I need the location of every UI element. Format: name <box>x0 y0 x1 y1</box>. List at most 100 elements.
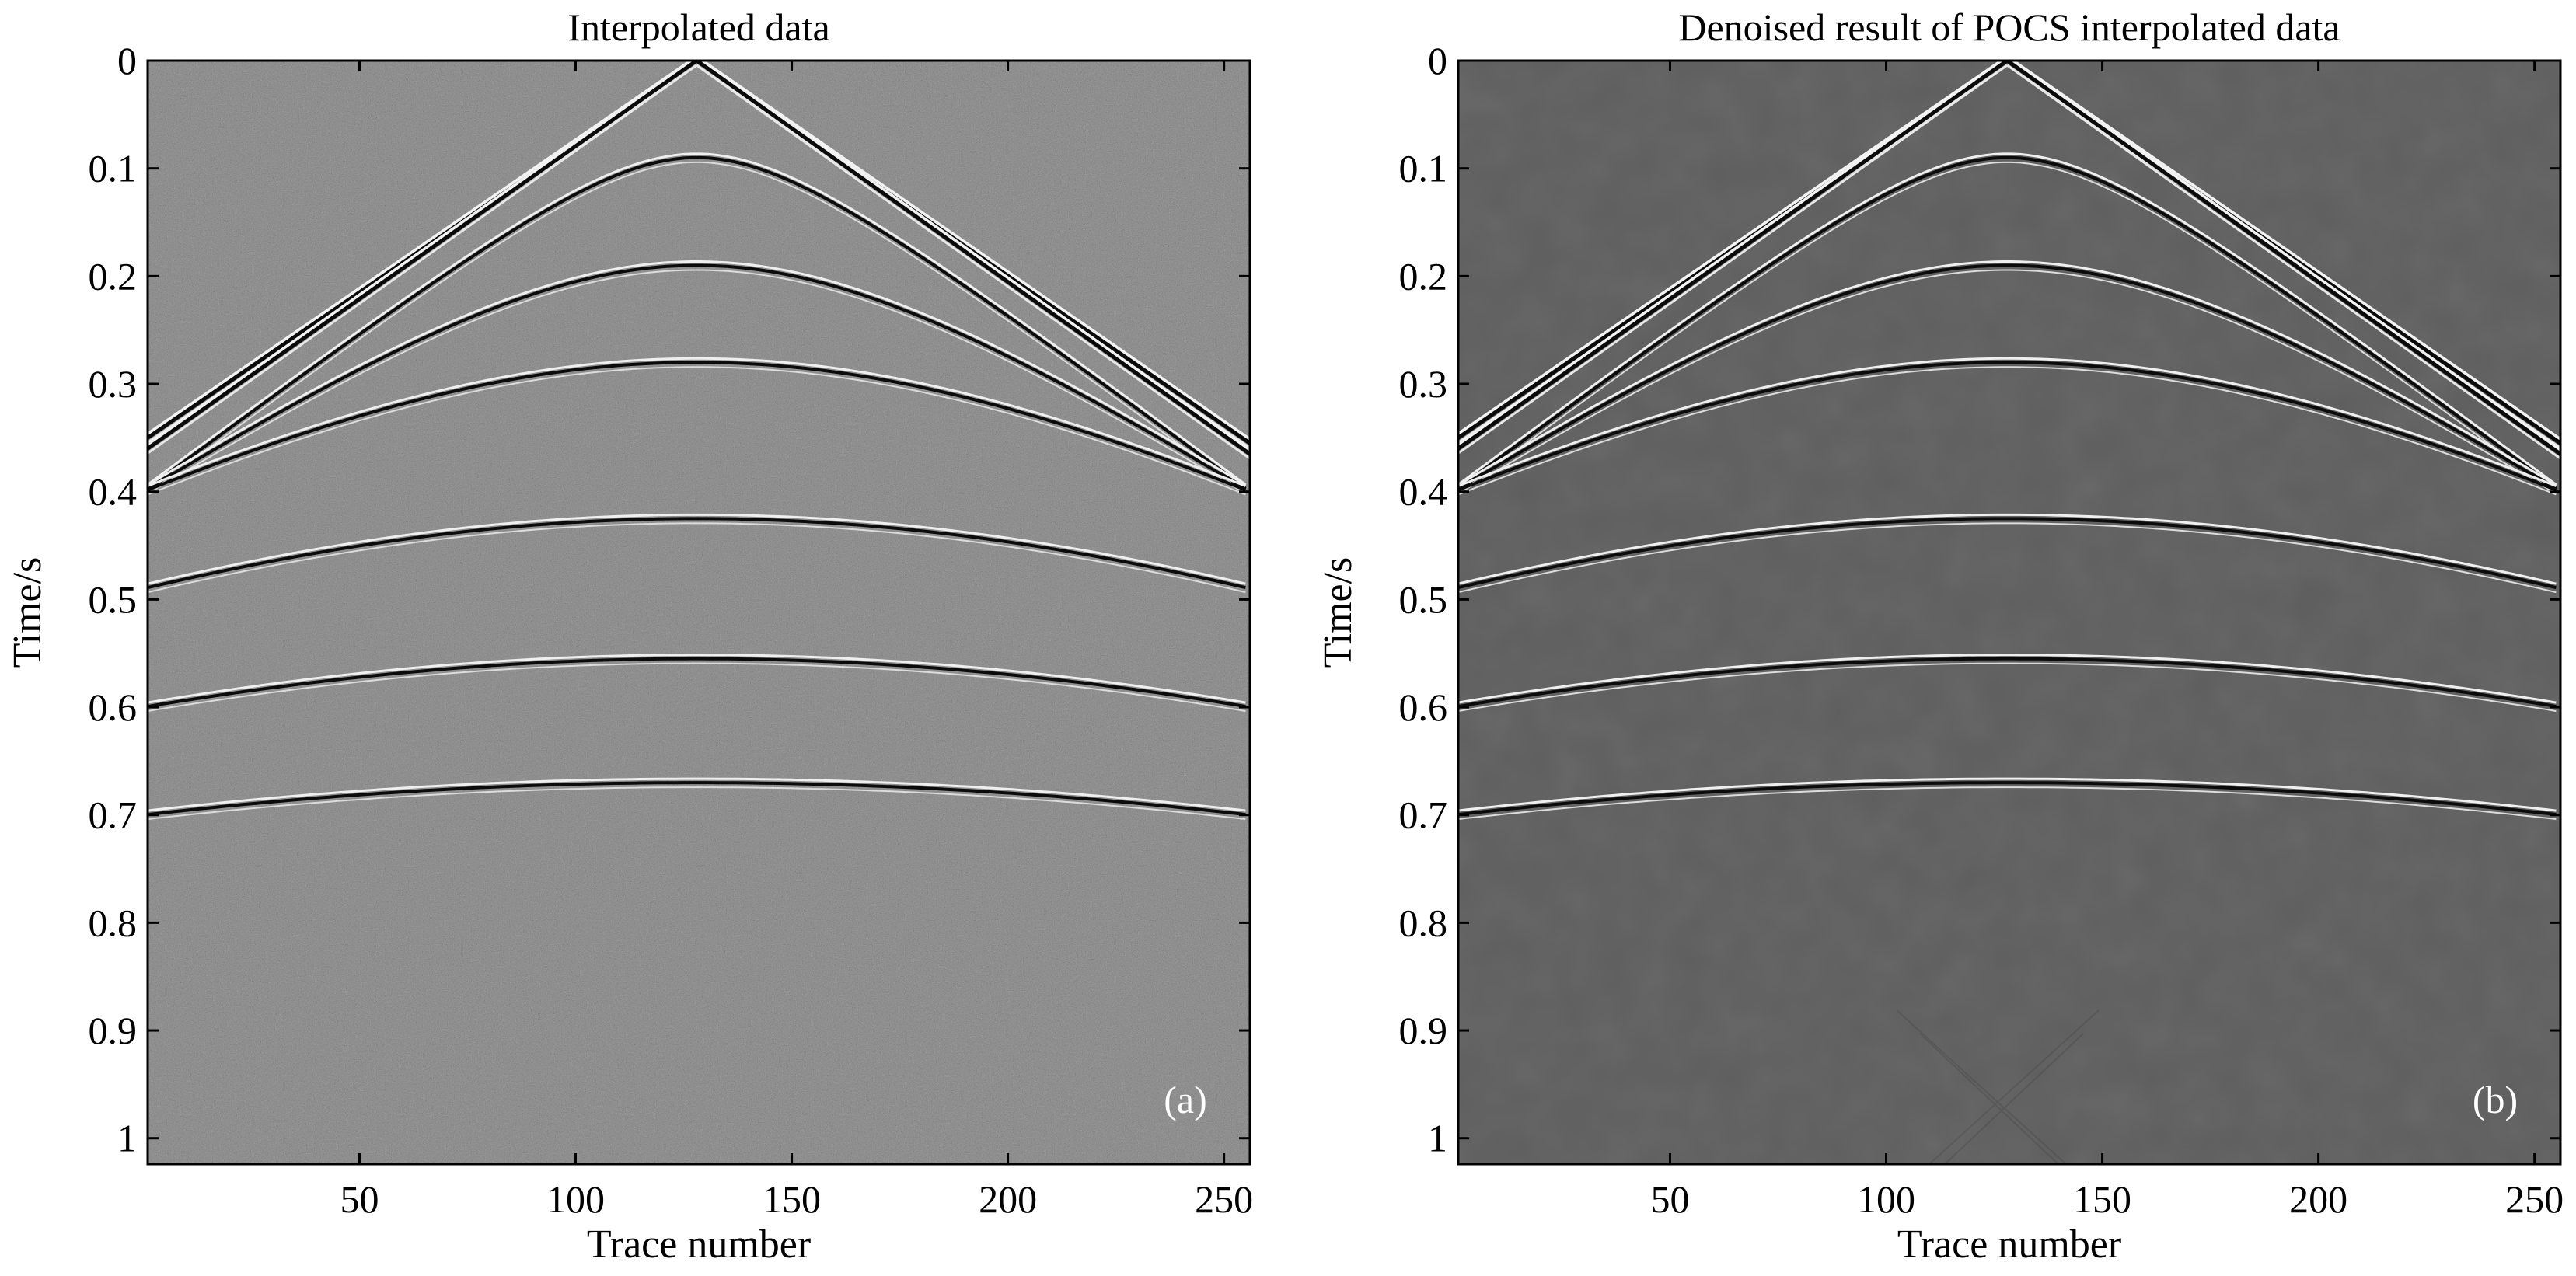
panel-a-xticks: 50 100 150 200 250 <box>340 61 1253 1221</box>
panel-a-event-reflection-light <box>148 654 1246 704</box>
panel-b-yticks: 0 0.1 0.2 0.3 0.4 0.5 0.6 0.7 0.8 0.9 1 <box>1399 39 2560 1160</box>
panel-a-event-reflection-light <box>148 269 1246 495</box>
panel-a-event-reflection-light <box>148 786 1246 821</box>
panel-b-event-reflection-light <box>1458 522 2557 594</box>
panel-a-noise <box>148 61 1250 1164</box>
panel-b-ytick-label: 0.3 <box>1399 362 1448 406</box>
panel-a-event-reflection-light <box>148 513 1246 585</box>
panel-a-ytick-label: 0.5 <box>89 577 138 621</box>
panel-a-ytick-label: 0.3 <box>89 362 138 406</box>
panel-a-xtick-label: 200 <box>979 1177 1037 1221</box>
panel-b-event-reflection-light <box>1458 269 2557 495</box>
panel-a-label: (a) <box>1164 1078 1207 1121</box>
panel-a-xtick-label: 150 <box>763 1177 821 1221</box>
panel-a-title: Interpolated data <box>567 5 829 49</box>
panel-a-event-direct-light <box>148 64 698 455</box>
panel-b-ytick-label: 0.2 <box>1399 254 1448 298</box>
panel-a-event-direct-light <box>148 61 694 446</box>
panel-b-label: (b) <box>2473 1078 2518 1121</box>
panel-b-event-direct-light <box>1458 61 2005 446</box>
panel-b-event-reflection <box>1458 263 2557 491</box>
panel-b-xtick-label: 50 <box>1650 1177 1689 1221</box>
panel-a-xtick-label: 100 <box>546 1177 605 1221</box>
panel-b-xtick-label: 250 <box>2505 1177 2564 1221</box>
panel-a-event-reflection-light <box>148 357 1246 487</box>
panel-b-event-reflection-light <box>1458 786 2557 821</box>
panel-a-event-reflection-light <box>148 152 1247 486</box>
panel-a-ytick-label: 0.9 <box>89 1009 138 1052</box>
panel-a-event-reflection-light <box>148 260 1247 486</box>
panel-b-ytick-label: 0.7 <box>1399 793 1448 837</box>
panel-a-events <box>148 61 1250 821</box>
panel-b-event-reflection <box>1458 517 2557 590</box>
panel-b-frame <box>1457 59 2562 1166</box>
panel-a-xlabel: Trace number <box>587 1222 811 1267</box>
panel-a-ytick-label: 1 <box>117 1117 137 1160</box>
panel-b-event-reflection <box>1458 781 2557 817</box>
panel-a-ytick-label: 0.1 <box>89 147 138 190</box>
panel-b-event-direct <box>2005 61 2560 456</box>
panel-a-event-reflection <box>148 781 1246 817</box>
panel-a-xtick-label: 250 <box>1195 1177 1253 1221</box>
panel-b-event-reflection-light <box>1458 260 2557 486</box>
panel-a-event-reflection-light <box>148 161 1246 494</box>
panel-b-event-direct-light <box>1458 64 2009 455</box>
panel-b-artifacts <box>1896 1009 2100 1164</box>
panel-b-event-reflection <box>1458 155 2557 490</box>
panel-b-ytick-label: 0.4 <box>1399 470 1448 514</box>
panel-b-ylabel: Time/s <box>1316 557 1360 668</box>
panel-b-xlabel: Trace number <box>1897 1222 2121 1267</box>
panel-b-ytick-label: 0.1 <box>1399 147 1448 190</box>
panel-a-event-reflection-light <box>148 777 1246 812</box>
panel-a-xtick-label: 50 <box>340 1177 379 1221</box>
panel-b-title: Denoised result of POCS interpolated dat… <box>1678 5 2340 49</box>
panel-b-event-direct-light <box>2009 61 2560 451</box>
panel-a-event-reflection <box>148 517 1246 590</box>
panel-b-event-reflection <box>1458 361 2557 492</box>
panel-b-xtick-label: 200 <box>2289 1177 2347 1221</box>
panel-a: Interpolated data 0 0.1 0.2 0.3 0.4 0.5 0.6 0.7… <box>5 5 1253 1267</box>
panel-b: Denoised result of POCS interpolated dat… <box>1316 5 2564 1267</box>
panel-a-ytick-label: 0.7 <box>89 793 138 837</box>
panel-b-ytick-label: 0.6 <box>1399 685 1448 729</box>
panel-b-event-reflection <box>1458 657 2557 709</box>
panel-b-event-reflection-light <box>1458 152 2557 486</box>
panel-b-xtick-label: 150 <box>2073 1177 2131 1221</box>
panel-a-event-reflection <box>148 657 1246 709</box>
panel-b-event-reflection-light <box>1458 777 2557 812</box>
panel-b-events <box>1458 61 2560 821</box>
panel-a-event-reflection <box>148 361 1247 492</box>
panel-b-event-direct-light <box>2006 64 2560 460</box>
panel-b-event-reflection-light <box>1458 513 2557 585</box>
panel-a-ytick-label: 0.6 <box>89 685 138 729</box>
panel-b-event-reflection-light <box>1458 366 2557 496</box>
panel-a-event-direct <box>148 61 698 451</box>
panel-a-event-direct-light <box>699 61 1250 451</box>
panel-b-event-reflection-light <box>1458 662 2557 713</box>
panel-b-event-reflection-light <box>1458 654 2557 704</box>
panel-b-ytick-label: 0.5 <box>1399 577 1448 621</box>
panel-a-ytick-label: 0.4 <box>89 470 138 514</box>
panel-b-event-direct <box>1458 61 2009 451</box>
panel-b-ytick-label: 0 <box>1428 39 1447 82</box>
panel-a-ytick-label: 0 <box>117 39 137 82</box>
panel-a-event-reflection-light <box>148 522 1246 594</box>
panel-a-event-reflection-light <box>148 366 1246 496</box>
panel-b-event-reflection-light <box>1458 357 2557 487</box>
panel-a-event-direct-light <box>696 64 1250 460</box>
panel-b-ytick-label: 1 <box>1428 1117 1447 1160</box>
panel-a-ytick-label: 0.2 <box>89 254 138 298</box>
panel-b-xtick-label: 100 <box>1857 1177 1915 1221</box>
panel-a-event-reflection <box>148 263 1247 491</box>
panel-a-event-direct <box>695 61 1250 456</box>
panel-a-event-reflection <box>148 155 1247 490</box>
panel-b-xticks: 50 100 150 200 250 <box>1650 61 2564 1221</box>
panel-a-frame <box>146 59 1251 1166</box>
panel-b-ytick-label: 0.8 <box>1399 901 1448 944</box>
panel-a-event-reflection-light <box>148 662 1246 713</box>
panel-b-event-reflection-light <box>1458 161 2557 494</box>
panel-a-yticks: 0 0.1 0.2 0.3 0.4 0.5 0.6 0.7 0.8 0.9 1 <box>89 39 1250 1160</box>
panel-a-ytick-label: 0.8 <box>89 901 138 944</box>
panel-b-ytick-label: 0.9 <box>1399 1009 1448 1052</box>
